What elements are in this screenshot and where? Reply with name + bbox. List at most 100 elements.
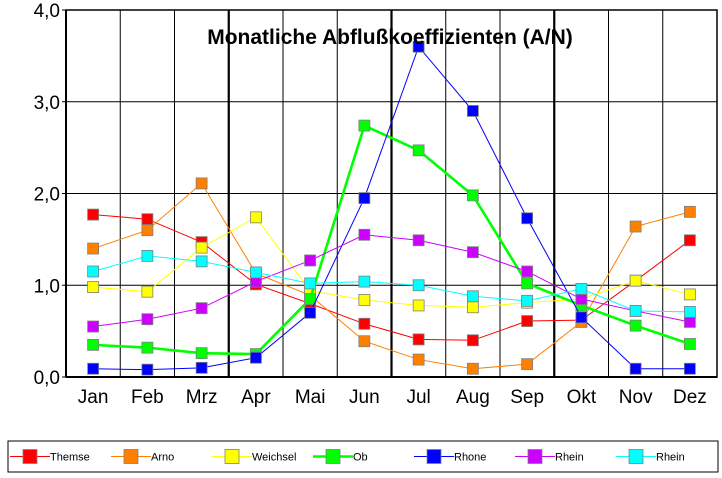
series-line bbox=[93, 214, 691, 341]
data-point bbox=[87, 338, 100, 351]
data-point bbox=[629, 319, 642, 332]
series-line bbox=[92, 182, 691, 370]
data-point bbox=[358, 294, 371, 306]
data-point bbox=[412, 144, 425, 157]
x-tick-label: Nov bbox=[619, 387, 653, 408]
x-tick-label: Okt bbox=[567, 387, 597, 408]
data-point bbox=[466, 105, 479, 117]
x-tick-label: Dez bbox=[673, 387, 707, 408]
data-point bbox=[141, 213, 154, 226]
data-point bbox=[683, 234, 696, 247]
data-point bbox=[358, 192, 371, 204]
series-line bbox=[93, 234, 690, 328]
data-point bbox=[141, 313, 154, 326]
data-point bbox=[141, 224, 154, 237]
data-point bbox=[304, 306, 317, 319]
series-line bbox=[92, 255, 690, 313]
data-point bbox=[466, 301, 479, 314]
legend-marker bbox=[123, 449, 139, 464]
grid bbox=[66, 9, 717, 378]
data-point bbox=[683, 362, 696, 375]
legend: Themse Arno Weichsel Ob Rhone Rhein Rhein bbox=[7, 440, 719, 473]
series-line bbox=[93, 45, 690, 371]
x-tick-label: Jun bbox=[349, 387, 380, 408]
data-point bbox=[87, 362, 100, 375]
data-point bbox=[87, 281, 100, 293]
legend-label: Weichsel bbox=[252, 452, 296, 464]
data-point bbox=[195, 241, 208, 254]
data-point bbox=[141, 341, 154, 354]
data-point bbox=[466, 334, 479, 347]
data-point bbox=[358, 317, 371, 330]
legend-label: Rhone bbox=[454, 452, 486, 464]
data-point bbox=[466, 290, 479, 303]
legend-marker bbox=[426, 449, 442, 464]
chart-title: Monatliche Abflußkoeffizienten (A/N) bbox=[207, 26, 573, 49]
data-point bbox=[629, 274, 642, 287]
data-point bbox=[87, 265, 100, 278]
data-point bbox=[629, 305, 642, 317]
data-point bbox=[466, 189, 479, 202]
legend-marker bbox=[527, 449, 543, 464]
data-point bbox=[249, 211, 262, 224]
data-point bbox=[195, 347, 208, 360]
series-line bbox=[93, 216, 690, 308]
data-point bbox=[141, 363, 154, 376]
data-point bbox=[683, 338, 696, 350]
data-point bbox=[521, 265, 534, 278]
data-point bbox=[683, 288, 696, 301]
data-point bbox=[521, 315, 534, 327]
data-point bbox=[195, 255, 208, 268]
data-point bbox=[521, 358, 534, 371]
legend-label: Arno bbox=[151, 452, 174, 464]
legend-marker bbox=[22, 449, 38, 464]
data-point bbox=[683, 316, 696, 328]
data-point bbox=[575, 293, 588, 305]
data-point bbox=[521, 212, 534, 225]
data-point bbox=[412, 299, 425, 312]
data-point bbox=[412, 234, 425, 247]
data-point bbox=[412, 40, 425, 53]
x-tick-label: Aug bbox=[456, 387, 490, 408]
data-point bbox=[304, 254, 317, 267]
data-point bbox=[466, 362, 479, 375]
data-point bbox=[141, 249, 154, 262]
data-point bbox=[141, 285, 154, 298]
legend-marker bbox=[224, 449, 240, 464]
axes: 0,0 1,0 2,0 3,0 4,0 Jan Feb Mrz Apr Mai Jun Jul Aug S… bbox=[34, 1, 718, 408]
series bbox=[87, 249, 696, 318]
series bbox=[87, 119, 696, 360]
data-point bbox=[87, 242, 100, 255]
data-point bbox=[521, 277, 534, 290]
legend-marker bbox=[628, 449, 644, 464]
data-point bbox=[304, 293, 317, 305]
data-point bbox=[683, 205, 696, 218]
y-tick-label: 4,0 bbox=[34, 1, 60, 22]
x-tick-label: Mrz bbox=[186, 387, 218, 408]
data-point bbox=[575, 311, 588, 324]
data-point bbox=[358, 275, 371, 288]
data-point bbox=[195, 177, 208, 190]
data-point bbox=[358, 119, 371, 132]
legend-label: Rhein bbox=[656, 452, 685, 464]
data-point bbox=[629, 220, 642, 233]
data-point bbox=[412, 333, 425, 346]
series bbox=[87, 40, 696, 376]
legend-label: Themse bbox=[50, 452, 90, 464]
x-tick-label: Apr bbox=[241, 387, 271, 408]
data-point bbox=[575, 283, 588, 295]
data-point bbox=[87, 208, 100, 221]
data-point bbox=[412, 279, 425, 292]
y-tick-label: 0,0 bbox=[34, 368, 60, 389]
data-point bbox=[466, 246, 479, 259]
x-tick-label: Mai bbox=[295, 387, 326, 408]
series-group bbox=[87, 40, 696, 376]
x-tick-label: Jul bbox=[406, 387, 430, 408]
y-tick-label: 3,0 bbox=[34, 93, 60, 114]
y-tick-label: 2,0 bbox=[34, 185, 60, 206]
data-point bbox=[412, 353, 425, 366]
y-tick-label: 1,0 bbox=[34, 276, 60, 297]
legend-label: Rhein bbox=[555, 452, 584, 464]
data-point bbox=[629, 362, 642, 375]
